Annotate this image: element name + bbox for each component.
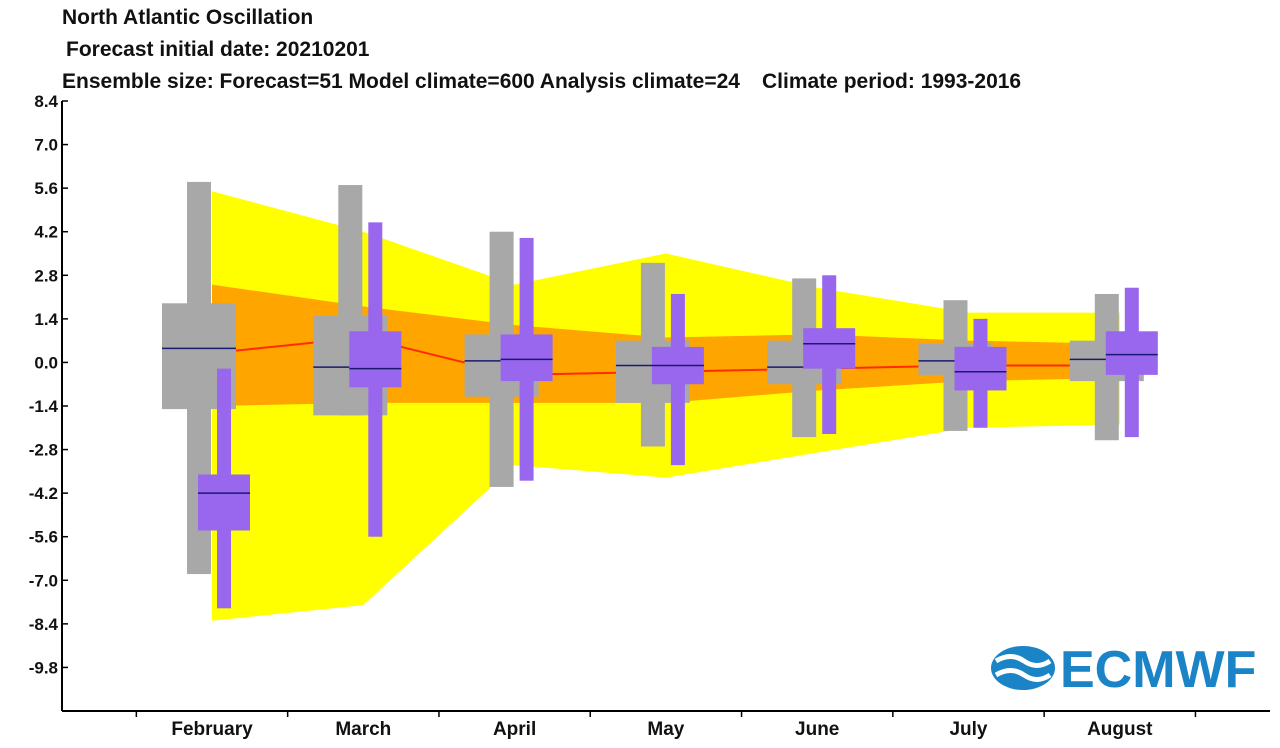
y-tick-label: -7.0 xyxy=(29,571,58,590)
axes: 8.4 7.0 5.6 4.2 2.8 1.4 0.0 -1.4 -2.8 -4.2 -5.6 -7.… xyxy=(29,92,1270,740)
x-tick-label-june: June xyxy=(795,719,839,740)
x-tick-label-march: March xyxy=(335,719,391,740)
y-tick-label: -8.4 xyxy=(29,615,59,634)
x-tick-label-may: May xyxy=(647,719,684,740)
box-plots xyxy=(162,181,1158,609)
y-tick-label: -4.2 xyxy=(29,484,58,503)
y-tick-label: 2.8 xyxy=(34,266,58,285)
ensemble-info: Ensemble size: Forecast=51 Model climate… xyxy=(62,70,1021,94)
forecast-iqr xyxy=(500,334,553,382)
forecast-box-february xyxy=(198,368,250,609)
y-tick-label: 5.6 xyxy=(34,179,58,198)
climate-outer-band xyxy=(212,191,1120,621)
y-tick-label: 4.2 xyxy=(34,223,58,242)
y-tick-label: -1.4 xyxy=(29,397,59,416)
ecmwf-logo: ECMWF xyxy=(991,641,1256,699)
forecast-box-april xyxy=(500,237,553,481)
forecast-initial-date: Forecast initial date: 20210201 xyxy=(66,38,370,61)
chart-title: North Atlantic Oscillation xyxy=(62,6,314,29)
x-tick-label-august: August xyxy=(1087,719,1153,740)
forecast-iqr xyxy=(349,331,402,388)
y-tick-label: 8.4 xyxy=(34,92,58,111)
forecast-iqr xyxy=(198,474,250,531)
forecast-box-july xyxy=(954,318,1007,428)
logo-text: ECMWF xyxy=(1060,641,1256,699)
ensemble-size: Ensemble size: Forecast=51 Model climate… xyxy=(62,70,740,93)
y-tick-label: 1.4 xyxy=(34,310,58,329)
x-tick-label-february: February xyxy=(171,719,253,740)
x-tick-label-july: July xyxy=(949,719,987,740)
forecast-iqr xyxy=(1105,331,1158,375)
forecast-box-june xyxy=(803,275,856,435)
y-tick-label: 7.0 xyxy=(34,136,58,155)
y-tick-label: -5.6 xyxy=(29,528,58,547)
forecast-box-may xyxy=(651,293,704,466)
forecast-iqr xyxy=(954,346,1007,391)
forecast-box-august xyxy=(1105,287,1158,438)
y-tick-label: -2.8 xyxy=(29,441,58,460)
forecast-iqr xyxy=(803,328,856,369)
climate-period: Climate period: 1993-2016 xyxy=(762,70,1022,93)
y-tick-label: -9.8 xyxy=(29,658,58,677)
y-tick-label: 0.0 xyxy=(34,353,58,372)
ecmwf-wave-icon xyxy=(991,646,1055,690)
forecast-box-march xyxy=(349,222,402,537)
x-tick-label-april: April xyxy=(493,719,536,740)
